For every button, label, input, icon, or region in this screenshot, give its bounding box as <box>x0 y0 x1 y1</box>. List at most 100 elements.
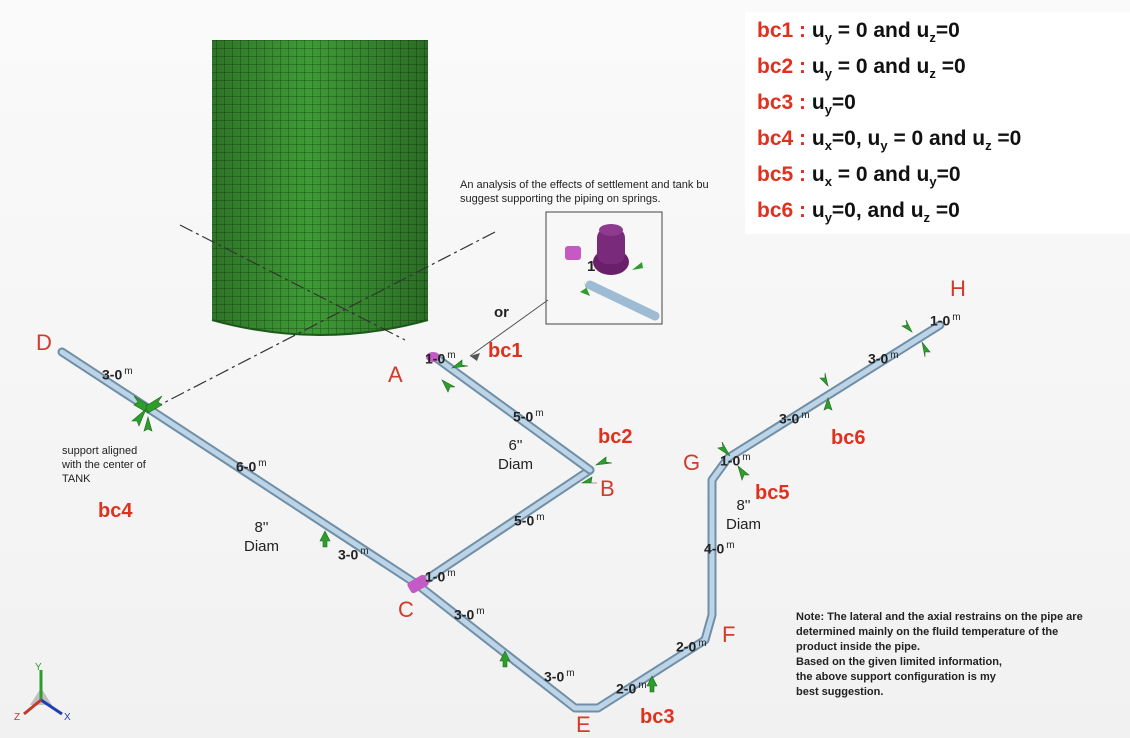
diameter-6-label: 6'' Diam <box>498 437 534 473</box>
legend-condition: = 0 and <box>831 19 917 42</box>
legend-symbol: u <box>811 163 825 186</box>
legend-subscript: x <box>824 138 832 154</box>
legend-separator: : <box>793 91 812 114</box>
dim-c-segment: 1-0 m <box>425 568 456 585</box>
legend-subscript: z <box>929 30 936 46</box>
support-ce <box>499 650 511 668</box>
node-a: A <box>388 362 403 387</box>
legend-condition: =0, <box>831 127 868 150</box>
spring-number: 1 <box>587 258 596 275</box>
legend-condition: =0, and <box>831 199 911 222</box>
pipes <box>57 320 945 713</box>
boundary-condition-legend: bc1 : uy = 0 and uz=0 bc2 : uy = 0 and u… <box>745 12 1130 234</box>
supports <box>131 319 931 693</box>
restraint-note: Note: The lateral and the axial restrain… <box>796 611 1083 698</box>
bc3-label: bc3 <box>640 706 675 728</box>
legend-symbol: u <box>811 55 825 78</box>
dim-cb-segment: 5-0 m <box>514 512 545 529</box>
legend-row: bc3 : uy=0 <box>757 90 856 116</box>
node-b: B <box>600 476 615 501</box>
bc5-label: bc5 <box>755 482 790 504</box>
node-h: H <box>950 276 966 301</box>
legend-bc-id: bc1 <box>757 19 794 42</box>
legend-bc-id: bc2 <box>757 55 794 78</box>
axis-x-label: X <box>64 712 71 723</box>
node-c-marker <box>407 574 429 594</box>
legend-separator: : <box>793 163 812 186</box>
legend-bc-id: bc3 <box>757 91 794 114</box>
legend-symbol: u <box>910 199 924 222</box>
legend-symbol: u <box>811 91 825 114</box>
legend-bc-id: bc5 <box>757 163 794 186</box>
legend-subscript: z <box>923 210 931 226</box>
axis-y-label: Y <box>35 662 42 673</box>
legend-subscript: y <box>824 66 832 82</box>
legend-symbol: u <box>811 19 825 42</box>
legend-bc-id: bc6 <box>757 199 794 222</box>
dim-ce-upper: 3-0 m <box>454 606 485 623</box>
bc6-label: bc6 <box>831 427 866 449</box>
legend-subscript: y <box>824 102 832 118</box>
dim-h-segment: 1-0 m <box>930 312 961 329</box>
dim-g-segment: 1-0 m <box>720 452 751 469</box>
legend-condition: =0 <box>831 91 856 114</box>
support-bc2 <box>580 456 613 484</box>
legend-symbol: u <box>916 163 930 186</box>
legend-separator: : <box>793 55 812 78</box>
legend-subscript: y <box>880 138 888 154</box>
legend-subscript: y <box>824 30 832 46</box>
legend-symbol: u <box>916 19 930 42</box>
legend-condition: = 0 and <box>831 163 917 186</box>
node-g: G <box>683 450 701 475</box>
dim-ab-segment: 5-0 m <box>513 408 544 425</box>
legend-condition: =0 <box>936 163 961 186</box>
legend-symbol: u <box>867 127 881 150</box>
legend-condition: =0 <box>991 127 1022 150</box>
dim-a-segment: 1-0 m <box>425 350 456 367</box>
support-bc3 <box>646 675 658 693</box>
dim-gh-lower: 3-0 m <box>779 410 810 427</box>
legend-subscript: y <box>929 174 937 190</box>
node-c: C <box>398 597 414 622</box>
dim-d-segment: 3-0 m <box>102 366 133 383</box>
dim-ce-lower: 3-0 m <box>544 668 575 685</box>
inset-leader <box>469 299 549 357</box>
legend-row: bc5 : ux = 0 and uy=0 <box>757 162 961 188</box>
legend-symbol: u <box>916 55 930 78</box>
dim-fg-segment: 4-0 m <box>704 540 735 557</box>
support-bc4 <box>131 395 163 432</box>
node-f: F <box>722 622 736 647</box>
dim-dc-short: 3-0 m <box>338 546 369 563</box>
legend-subscript: z <box>929 66 936 82</box>
support-bc1 <box>441 359 469 393</box>
dim-fe-near: 2-0 m <box>616 680 647 697</box>
bc2-label: bc2 <box>598 426 633 448</box>
dim-dc-long: 6-0 m <box>236 458 267 475</box>
legend-symbol: u <box>811 199 825 222</box>
support-alignment-note: support aligned with the center of TANK <box>62 445 146 485</box>
legend-condition: =0 <box>935 55 966 78</box>
legend-subscript: y <box>824 210 832 226</box>
diameter-8-main-label: 8'' Diam <box>244 519 280 555</box>
legend-condition: = 0 and <box>887 127 973 150</box>
dim-ef-segment: 2-0 m <box>676 638 707 655</box>
legend-condition: =0 <box>930 199 960 222</box>
axis-triad: Y X Z <box>14 662 71 723</box>
legend-bc-id: bc4 <box>757 127 794 150</box>
legend-subscript: z <box>985 138 992 154</box>
or-label: or <box>494 304 509 321</box>
legend-condition: =0 <box>935 19 960 42</box>
centerlines <box>149 224 496 411</box>
legend-row: bc6 : uy=0, and uz =0 <box>757 198 960 224</box>
dim-gh-upper: 3-0 m <box>868 350 899 367</box>
legend-subscript: x <box>824 174 832 190</box>
node-d: D <box>36 330 52 355</box>
node-e: E <box>576 712 591 737</box>
legend-separator: : <box>793 199 812 222</box>
support-h <box>901 319 931 358</box>
tank <box>211 40 429 336</box>
legend-row: bc4 : ux=0, uy = 0 and uz =0 <box>757 126 1021 152</box>
node-a-marker <box>426 352 440 362</box>
